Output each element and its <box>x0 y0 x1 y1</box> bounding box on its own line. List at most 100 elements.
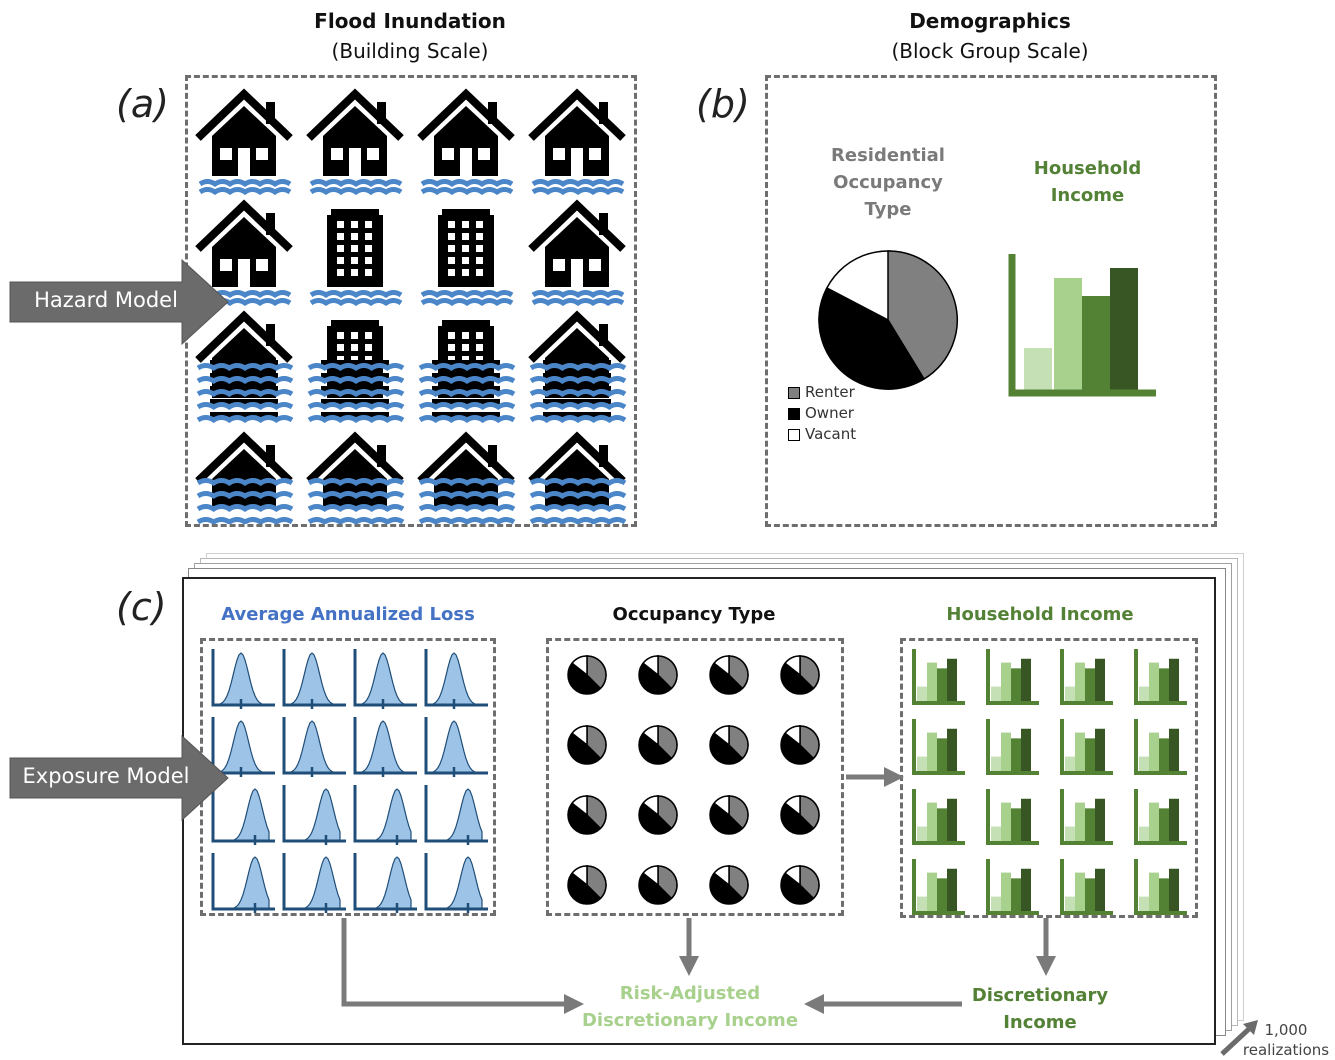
window <box>478 148 490 160</box>
income-mini-bar <box>1001 732 1011 771</box>
tower-window <box>351 221 358 228</box>
income-mini-bar <box>937 668 947 701</box>
income-bar-chart <box>1008 254 1156 397</box>
renter-slice <box>728 725 749 760</box>
legend-item-owner: Owner <box>788 403 856 424</box>
income-mini-bar <box>947 798 957 841</box>
flood-inundation-box <box>185 75 637 527</box>
tower-window <box>476 332 483 339</box>
realizations-count: 1,000 <box>1264 1021 1308 1039</box>
income-mini-bar <box>937 738 947 771</box>
legend-swatch-vacant <box>788 428 800 441</box>
vacant-slice <box>713 725 730 747</box>
water-wave <box>196 402 294 410</box>
water-wave <box>529 504 627 512</box>
water-wave <box>418 491 516 499</box>
renter-slice <box>728 795 749 830</box>
water-wave <box>418 389 516 397</box>
tower-window <box>351 332 358 339</box>
exposure-model-label: Exposure Model <box>22 764 190 788</box>
water-wave <box>309 179 403 188</box>
house-icon <box>528 310 627 423</box>
window <box>256 148 268 160</box>
distribution-axes <box>211 649 275 707</box>
renter-slice <box>586 725 607 760</box>
income-mini-bar <box>1149 802 1159 841</box>
income-mini-bar <box>1095 728 1105 771</box>
renter-slice <box>586 655 607 690</box>
tower-window <box>462 221 469 228</box>
vacant-slice <box>571 655 588 677</box>
water-wave <box>307 376 405 384</box>
tower-window <box>476 344 483 351</box>
income-mini-bar <box>927 732 937 771</box>
water-wave <box>531 179 625 188</box>
building-icon <box>307 320 405 423</box>
income-mini-bar <box>1159 878 1169 911</box>
income-mini-bar <box>1001 802 1011 841</box>
water-wave <box>309 187 403 196</box>
submerged-part <box>210 386 278 393</box>
tower-window <box>476 233 483 240</box>
mini-bar-chart <box>986 719 1039 775</box>
income-mini-bar <box>991 756 1001 771</box>
income-mini-bar <box>1169 868 1179 911</box>
loss-distribution <box>353 717 417 777</box>
water-wave <box>309 290 403 299</box>
mini-bar-chart <box>986 649 1039 705</box>
income-mini-bar <box>937 878 947 911</box>
aal-distribution-grid <box>211 649 488 913</box>
occupancy-box <box>546 638 844 916</box>
water-wave <box>418 402 516 410</box>
income-mini-bar <box>1085 738 1095 771</box>
window <box>256 259 268 271</box>
submerged-part <box>432 373 500 380</box>
income-bar-3 <box>1082 296 1110 391</box>
income-mini-bar <box>991 896 1001 911</box>
chimney <box>599 324 608 346</box>
income-mini-bar <box>917 826 927 841</box>
house-icon <box>306 88 404 196</box>
water-wave <box>531 298 625 307</box>
panel-b-title: Demographics <box>909 9 1071 33</box>
income-mini-bar <box>1065 756 1075 771</box>
water-wave <box>529 363 627 371</box>
submerged-part <box>321 360 389 367</box>
household-income-title: Household Income <box>946 604 1134 625</box>
vacant-slice <box>571 725 588 747</box>
income-mini-bar <box>1159 668 1169 701</box>
mini-bar-chart <box>912 719 965 775</box>
distribution-axes <box>282 649 346 707</box>
tower-window <box>462 344 469 351</box>
mini-bar-chart <box>1060 719 1113 775</box>
occupancy-pie-grid <box>567 655 820 905</box>
tower-window <box>462 332 469 339</box>
income-mini-bar <box>1001 662 1011 701</box>
tower-window <box>365 269 372 276</box>
tower-window <box>351 356 358 363</box>
realizations-arrow-head <box>1243 1020 1258 1035</box>
mini-bar-chart <box>912 649 965 705</box>
tower-window <box>476 221 483 228</box>
legend-item-renter: Renter <box>788 382 856 403</box>
income-bar-1 <box>1024 348 1052 391</box>
mini-bar-chart <box>1060 789 1113 845</box>
water-wave <box>196 389 294 397</box>
renter-slice <box>586 795 607 830</box>
income-mini-bar <box>937 808 947 841</box>
mini-pie <box>780 655 820 695</box>
income-mini-bar <box>1011 738 1021 771</box>
renter-slice <box>799 865 820 900</box>
realizations-word: realizations <box>1242 1041 1330 1059</box>
loss-distribution <box>282 853 346 913</box>
submerged-part <box>432 360 500 367</box>
income-mini-bar <box>1085 808 1095 841</box>
flow-heads <box>564 767 1056 1014</box>
loss-distribution <box>211 853 275 913</box>
tower-window <box>365 257 372 264</box>
income-mini-bar <box>1159 808 1169 841</box>
window <box>553 259 565 271</box>
water-wave <box>307 402 405 410</box>
chimney <box>266 213 275 235</box>
risk-adjusted-line-2: Discretionary Income <box>581 1010 799 1031</box>
